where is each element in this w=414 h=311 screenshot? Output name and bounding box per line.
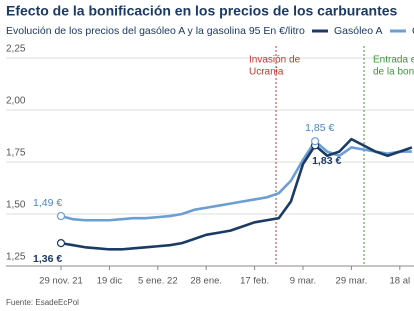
chart-title: Efecto de la bonificación en los precios… xyxy=(6,3,398,19)
annotation-text: Entrada e xyxy=(373,55,414,66)
source: Fuente: EsadeEcPol xyxy=(6,298,79,307)
value-label: 1,36 € xyxy=(33,253,62,265)
y-tick-label: 1,75 xyxy=(6,148,26,159)
value-label: 1,49 € xyxy=(33,197,62,209)
x-tick-label: 29 mar. xyxy=(336,276,368,287)
chart-subtitle: Evolución de los precios del gasóleo A y… xyxy=(6,25,305,37)
line-series xyxy=(60,139,412,222)
x-tick-label: 28 ene. xyxy=(190,276,222,287)
value-label: 1,85 € xyxy=(305,122,334,134)
annotation-text: Invasión de xyxy=(249,55,301,66)
y-tick-label: 1,25 xyxy=(6,252,26,263)
x-tick-label: 9 mar. xyxy=(290,276,316,287)
x-tick-label: 19 dic xyxy=(97,276,123,287)
legend-label: Gasolina 95 xyxy=(412,25,414,37)
point-marker xyxy=(56,239,66,248)
annotation-text: de la bonif xyxy=(373,67,414,78)
y-tick-label: 2,00 xyxy=(6,96,26,107)
y-tick-label: 2,25 xyxy=(6,44,26,55)
x-tick-label: 5 ene. 22 xyxy=(138,276,178,287)
value-label: 1,83 € xyxy=(312,155,341,167)
legend-label: Gasóleo A xyxy=(334,25,382,37)
x-tick-label: 18 al xyxy=(389,276,410,287)
y-tick-label: 1,50 xyxy=(6,200,26,211)
x-tick-label: 17 feb. xyxy=(240,276,269,287)
point-marker xyxy=(311,137,320,146)
x-tick-label: 29 nov. 21 xyxy=(39,276,83,287)
annotation-text: Ucrania xyxy=(249,67,284,78)
point-marker xyxy=(56,211,66,221)
line-series xyxy=(60,137,413,251)
